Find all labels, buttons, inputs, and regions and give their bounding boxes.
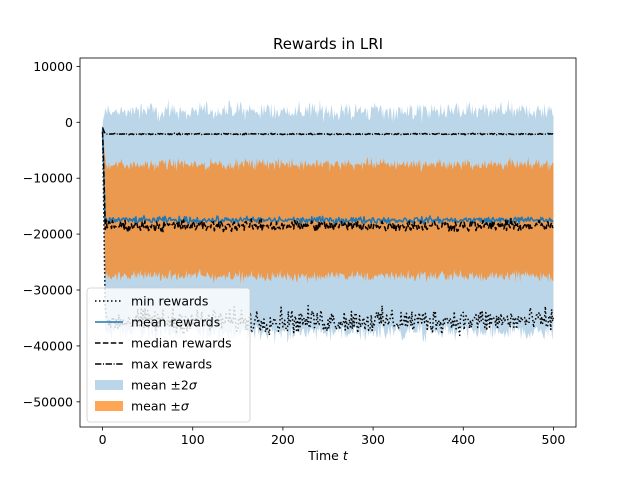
legend-label-band-0: mean ±2σ xyxy=(131,378,198,393)
series-max-line xyxy=(101,127,554,136)
legend-label-band-1: mean ±σ xyxy=(131,399,190,414)
series-median-line xyxy=(101,131,554,234)
y-tick-label: 0 xyxy=(65,115,73,130)
series-min-line xyxy=(101,132,555,337)
axis-ticks: 0 100 200 300 400 500 10000 0 −10000 −20000 −30000… xyxy=(23,59,566,447)
legend-label-mean: mean rewards xyxy=(131,315,220,330)
y-tick-label: −50000 xyxy=(23,394,73,409)
x-tick-label: 0 xyxy=(99,432,107,447)
x-tick-label: 200 xyxy=(271,432,295,447)
x-axis-label: Time t xyxy=(307,448,349,463)
legend-label-min: min rewards xyxy=(131,294,208,309)
y-tick-label: −20000 xyxy=(23,227,73,242)
axes-frame xyxy=(79,57,577,428)
legend-label-max: max rewards xyxy=(131,357,212,372)
chart-title: Rewards in LRI xyxy=(273,35,383,53)
band-mean- xyxy=(102,124,554,284)
legend-swatch-band-1 xyxy=(95,401,123,411)
x-tick-label: 300 xyxy=(361,432,385,447)
legend: min rewards mean rewards median rewards max… xyxy=(86,287,251,423)
legend-label-median: median rewards xyxy=(131,336,232,351)
x-tick-label: 400 xyxy=(451,432,475,447)
y-tick-label: −40000 xyxy=(23,338,73,353)
legend-swatch-band-0 xyxy=(95,380,123,390)
y-tick-label: −10000 xyxy=(23,171,73,186)
x-tick-label: 500 xyxy=(542,432,566,447)
y-tick-label: −30000 xyxy=(23,283,73,298)
y-tick-label: 10000 xyxy=(33,59,73,74)
legend-box xyxy=(86,287,251,423)
x-tick-label: 100 xyxy=(181,432,205,447)
